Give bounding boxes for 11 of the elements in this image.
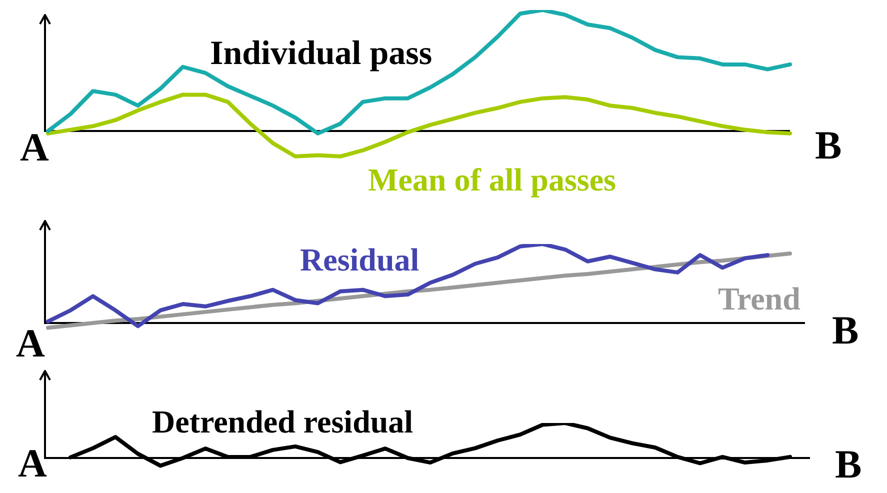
series-label: Individual pass <box>210 34 432 72</box>
series-label: Detrended residual <box>152 403 414 440</box>
text: B <box>835 441 862 486</box>
annotation: A <box>20 124 49 170</box>
series-label: Mean of all passes <box>368 161 616 198</box>
text: A <box>16 320 45 366</box>
annotation: A <box>18 440 47 486</box>
series-label: Trend <box>718 280 801 316</box>
text: B <box>815 122 842 168</box>
text: B <box>832 307 859 352</box>
series-label: Residual <box>300 241 420 278</box>
